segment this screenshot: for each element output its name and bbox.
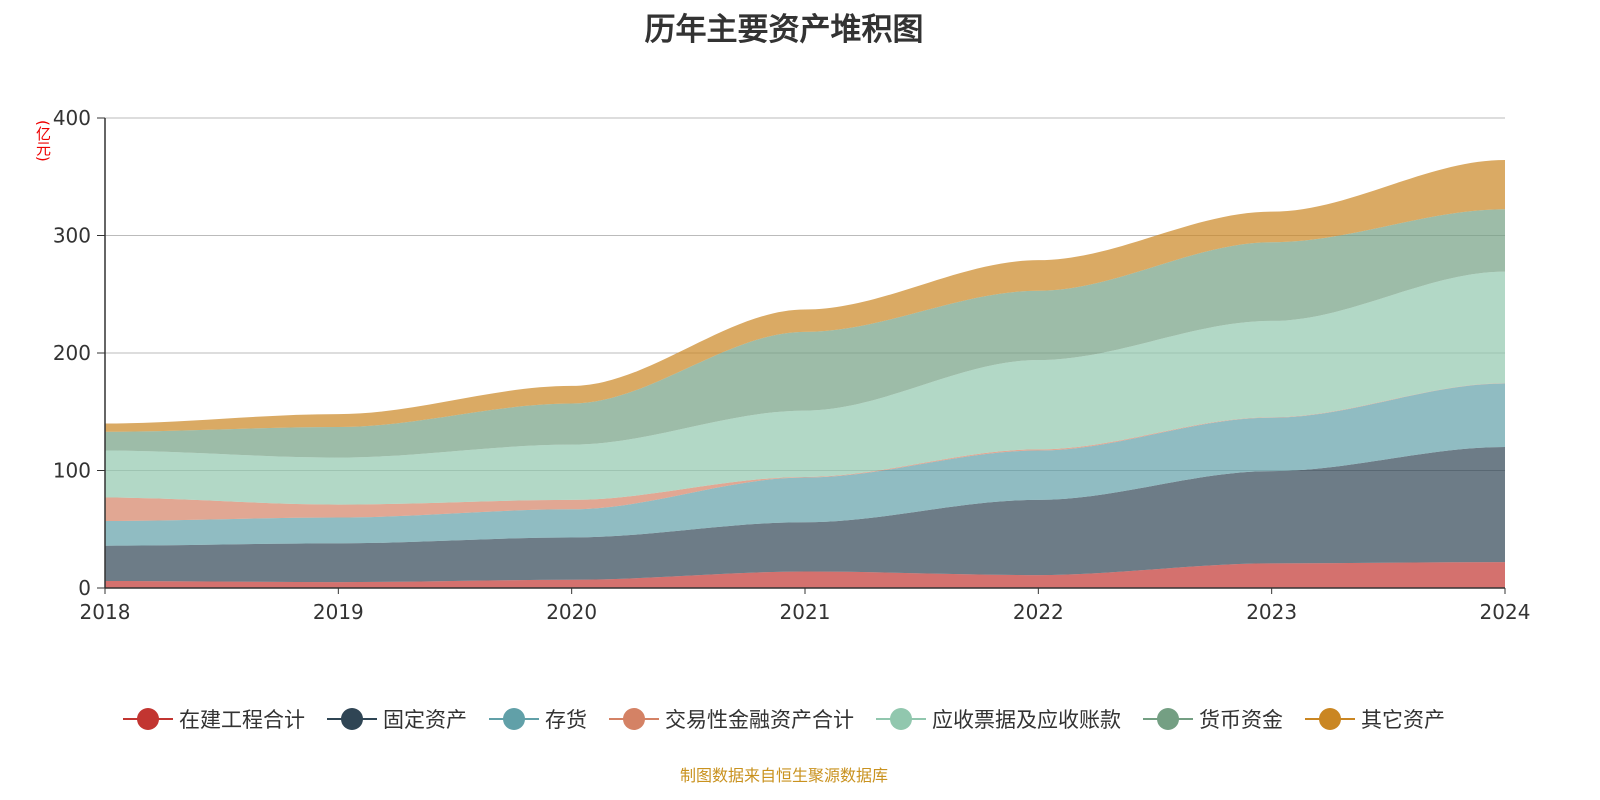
legend-label: 货币资金 [1199, 708, 1283, 732]
legend-marker-icon [1143, 704, 1193, 734]
chart-title: 历年主要资产堆积图 [644, 12, 924, 48]
area-应收票据及应收账款 [105, 271, 1505, 505]
legend-marker-icon [876, 704, 926, 734]
legend-label: 固定资产 [383, 708, 467, 732]
area-交易性金融资产合计 [105, 383, 1505, 522]
x-tick-label: 2024 [1480, 600, 1531, 624]
x-tick-label: 2018 [80, 600, 131, 624]
legend-label: 交易性金融资产合计 [665, 708, 854, 732]
x-tick-label: 2022 [1013, 600, 1064, 624]
source-footer: 制图数据来自恒生聚源数据库 [679, 766, 888, 785]
x-tick-label: 2020 [546, 600, 597, 624]
legend-item[interactable]: 应收票据及应收账款 [876, 704, 1121, 734]
legend-label: 在建工程合计 [179, 708, 305, 732]
area-固定资产 [105, 447, 1505, 583]
legend-item[interactable]: 货币资金 [1143, 704, 1283, 734]
y-tick-label: 400 [53, 106, 91, 130]
legend-marker-icon [123, 704, 173, 734]
legend-marker-icon [609, 704, 659, 734]
area-货币资金 [105, 209, 1505, 458]
y-tick-label: 200 [53, 341, 91, 365]
y-tick-label: 0 [78, 576, 91, 600]
legend-item[interactable]: 其它资产 [1305, 704, 1445, 734]
legend-item[interactable]: 在建工程合计 [123, 704, 305, 734]
legend-item[interactable]: 固定资产 [327, 704, 467, 734]
area-在建工程合计 [105, 562, 1505, 588]
y-tick-label: 300 [53, 224, 91, 248]
legend-label: 其它资产 [1361, 708, 1445, 732]
legend-marker-icon [489, 704, 539, 734]
x-tick-label: 2021 [780, 600, 831, 624]
y-tick-label: 100 [53, 459, 91, 483]
x-tick-label: 2023 [1246, 600, 1297, 624]
x-tick-label: 2019 [313, 600, 364, 624]
area-存货 [105, 383, 1505, 546]
legend: 在建工程合计 固定资产 存货 交易性金融资产合计 应收票据及应收账款 货币资金 其它资产 [0, 704, 1568, 734]
legend-label: 应收票据及应收账款 [932, 708, 1121, 732]
legend-marker-icon [327, 704, 377, 734]
legend-item[interactable]: 存货 [489, 704, 587, 734]
legend-item[interactable]: 交易性金融资产合计 [609, 704, 854, 734]
legend-marker-icon [1305, 704, 1355, 734]
legend-label: 存货 [545, 708, 587, 732]
y-axis-unit: (亿元) [34, 120, 52, 162]
